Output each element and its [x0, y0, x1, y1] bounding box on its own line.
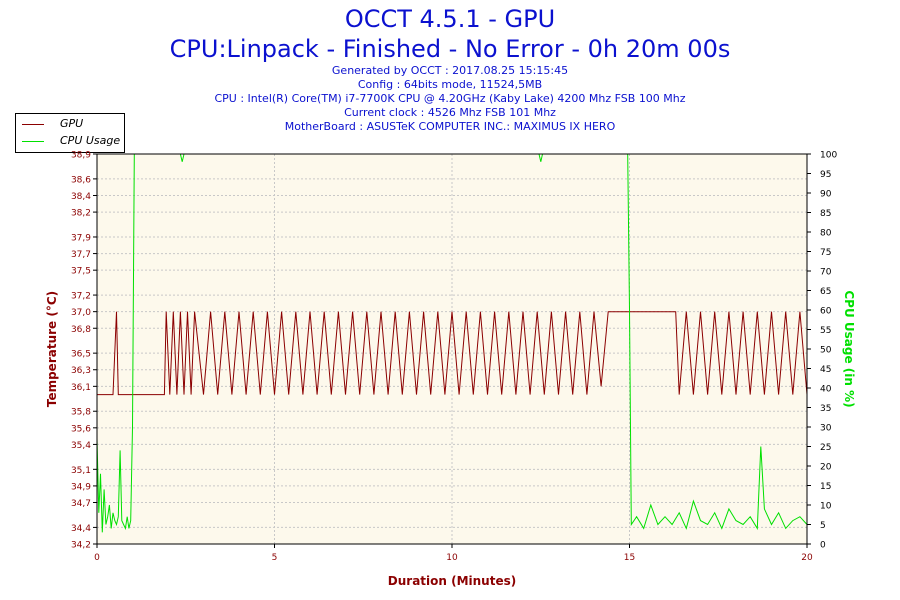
config-line: Config : 64bits mode, 11524,5MB [357, 78, 543, 91]
y-tick-label: 38,6 [71, 175, 91, 185]
y2-tick-label: 95 [820, 170, 831, 180]
y2-tick-label: 10 [820, 502, 832, 512]
y-tick-label: 36,1 [71, 383, 91, 393]
y2-tick-label: 90 [820, 190, 832, 200]
chart-subtitle: CPU:Linpack - Finished - No Error - 0h 2… [169, 35, 731, 63]
y2-tick-label: 15 [820, 482, 831, 492]
y-tick-label: 34,2 [71, 541, 91, 551]
generated-line: Generated by OCCT : 2017.08.25 15:15:45 [331, 64, 569, 77]
y2-tick-label: 60 [820, 307, 832, 317]
y-tick-label: 35,1 [71, 466, 91, 476]
axes: 34,2 34,4 34,7 34,9 35,1 35,4 35,6 35,8 36,1 36,3… [71, 151, 837, 564]
x-tick-label: 5 [272, 553, 278, 563]
series-line-gpu [97, 311, 808, 396]
legend-item-gpu: GPU [22, 116, 122, 132]
y-tick-label: 36,3 [71, 366, 91, 376]
y2-tick-label: 50 [820, 346, 832, 356]
y2-tick-label: 70 [820, 268, 832, 278]
y-tick-label: 35,6 [71, 424, 91, 434]
x-tick-label: 15 [624, 553, 635, 563]
y-tick-label: 34,9 [71, 482, 91, 492]
y-tick-label: 38,9 [71, 151, 91, 161]
y-tick-label: 37,7 [71, 250, 91, 260]
clock-line: Current clock : 4526 Mhz FSB 101 Mhz [344, 106, 556, 119]
y-tick-label: 36,8 [71, 325, 91, 335]
y-tick-label: 37,2 [71, 292, 91, 302]
y-axis-label-right: CPU Usage (in %) [842, 290, 856, 407]
y-tick-label: 38,4 [71, 192, 91, 202]
x-axis-label: Duration (Minutes) [388, 574, 516, 588]
title-block: OCCT 4.5.1 - GPU CPU:Linpack - Finished … [0, 4, 900, 134]
legend-swatch-cpu [22, 141, 44, 142]
y2-tick-label: 65 [820, 287, 831, 297]
y-tick-label: 37,5 [71, 267, 91, 277]
y-axis-label-left: Temperature (°C) [45, 291, 59, 407]
x-tick-label: 20 [801, 553, 813, 563]
legend-label-gpu: GPU [60, 117, 84, 130]
y-tick-label: 37,9 [71, 233, 91, 243]
y2-tick-label: 40 [820, 385, 832, 395]
y2-tick-label: 55 [820, 326, 831, 336]
y2-tick-label: 35 [820, 404, 831, 414]
legend-item-cpu: CPU Usage [22, 133, 122, 149]
y2-tick-label: 20 [820, 463, 832, 473]
y2-tick-label: 75 [820, 248, 831, 258]
y2-tick-label: 85 [820, 209, 831, 219]
y-tick-label: 38,2 [71, 209, 91, 219]
y-tick-label: 34,7 [71, 499, 91, 509]
y-tick-label: 37,0 [71, 308, 91, 318]
y-tick-label: 35,4 [71, 441, 91, 451]
y-tick-label: 35,8 [71, 408, 91, 418]
y2-tick-label: 30 [820, 424, 832, 434]
x-tick-label: 10 [446, 553, 458, 563]
chart-title: OCCT 4.5.1 - GPU [344, 5, 556, 33]
y-tick-label: 34,4 [71, 524, 91, 534]
cpu-line: CPU : Intel(R) Core(TM) i7-7700K CPU @ 4… [214, 92, 686, 105]
legend: GPU CPU Usage [15, 113, 125, 153]
y2-tick-label: 5 [820, 521, 826, 531]
x-tick-label: 0 [94, 553, 100, 563]
y-tick-label: 36,5 [71, 350, 91, 360]
y2-tick-label: 80 [820, 229, 832, 239]
legend-swatch-gpu [22, 124, 44, 125]
y2-tick-label: 100 [820, 151, 837, 161]
y2-tick-label: 0 [820, 541, 826, 551]
y2-tick-label: 45 [820, 365, 831, 375]
plot-area [97, 154, 807, 544]
motherboard-line: MotherBoard : ASUSTeK COMPUTER INC.: MAX… [284, 120, 616, 133]
legend-label-cpu: CPU Usage [60, 134, 121, 147]
y2-tick-label: 25 [820, 443, 831, 453]
